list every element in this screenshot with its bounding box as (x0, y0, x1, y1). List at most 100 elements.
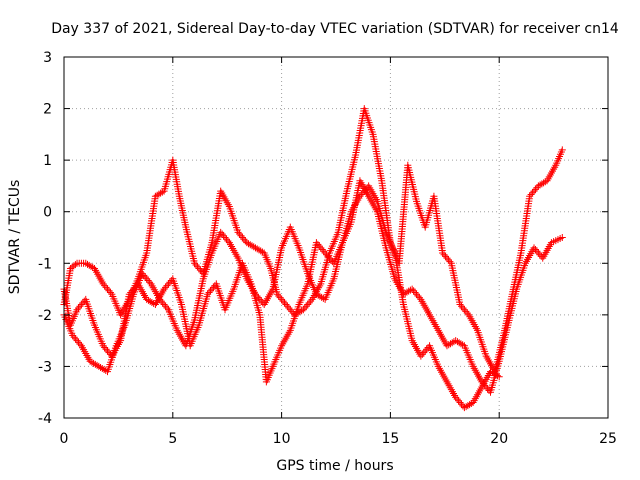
data-point (256, 295, 264, 303)
data-point (529, 189, 537, 197)
data-point (253, 292, 261, 300)
data-point (204, 290, 212, 298)
data-point (410, 287, 418, 295)
series-1 (60, 105, 566, 376)
data-point (75, 338, 83, 346)
data-point (73, 306, 81, 314)
data-point (278, 295, 286, 303)
data-point (160, 285, 168, 293)
data-point (251, 290, 259, 298)
x-tick-label: 5 (168, 431, 177, 447)
data-point (76, 340, 84, 348)
data-point (72, 335, 80, 343)
data-point (106, 289, 114, 297)
data-point (453, 395, 461, 403)
data-point (455, 397, 463, 405)
data-point (127, 289, 135, 297)
data-point (527, 191, 535, 199)
data-point (76, 302, 84, 310)
data-point (299, 306, 307, 314)
data-point (320, 247, 328, 255)
data-point (301, 304, 309, 312)
y-tick-label: -4 (38, 411, 52, 427)
data-point (283, 302, 291, 310)
data-point (312, 239, 320, 247)
data-point (418, 350, 426, 358)
data-point (71, 261, 79, 269)
data-point (236, 230, 244, 238)
data-point (462, 307, 470, 315)
x-tick-label: 25 (599, 431, 617, 447)
x-tick-label: 0 (60, 431, 69, 447)
axis-ticks: 0 5 10 15 20 25 -4 -3 -2 -1 0 1 2 3 (38, 50, 617, 447)
data-point (240, 235, 248, 243)
data-point (356, 192, 364, 200)
data-point (208, 285, 216, 293)
data-point (304, 301, 312, 309)
data-point (69, 331, 77, 339)
data-point (457, 302, 465, 310)
data-point (146, 278, 154, 286)
data-point (530, 244, 538, 252)
data-point (102, 283, 110, 291)
data-point (307, 297, 315, 305)
data-point (279, 297, 287, 305)
x-axis-label: GPS time / hours (276, 458, 393, 474)
y-tick-label: 1 (43, 153, 52, 169)
data-point (141, 273, 149, 281)
data-point (285, 304, 293, 312)
data-point (163, 282, 171, 290)
plot-area (60, 105, 566, 412)
data-point (220, 232, 228, 240)
data-point (327, 256, 335, 264)
data-point (209, 283, 217, 291)
data-point (217, 228, 225, 236)
data-point (162, 302, 170, 310)
data-point (558, 234, 566, 241)
data-point (411, 289, 419, 297)
data-point (357, 191, 365, 199)
data-point (238, 234, 246, 241)
data-point (144, 276, 152, 284)
data-point (104, 347, 112, 355)
data-point (558, 146, 566, 154)
data-point (286, 306, 294, 314)
data-point (140, 271, 148, 279)
data-point (162, 283, 170, 291)
data-point (143, 275, 151, 283)
data-point (456, 399, 464, 407)
data-point (421, 347, 429, 355)
data-point (79, 299, 87, 307)
y-tick-label: -2 (38, 308, 52, 324)
data-point (463, 309, 471, 317)
data-point (104, 285, 112, 293)
plot-frame (63, 56, 609, 419)
series-3 (60, 182, 503, 412)
data-point (221, 234, 229, 241)
x-tick-label: 15 (381, 431, 399, 447)
data-point (273, 290, 281, 298)
data-point (77, 301, 85, 309)
data-point (276, 294, 284, 302)
data-point (317, 244, 325, 252)
data-point (459, 304, 467, 312)
data-point (160, 301, 168, 309)
data-point (73, 337, 81, 345)
data-point (196, 266, 204, 274)
data-point (275, 292, 283, 300)
data-point (105, 287, 113, 295)
data-point (495, 373, 503, 381)
data-point (321, 249, 329, 257)
data-point (305, 299, 313, 307)
y-tick-label: 0 (43, 205, 52, 221)
data-point (415, 294, 423, 302)
data-point (75, 304, 83, 312)
y-tick-label: -1 (38, 256, 52, 272)
data-point (99, 280, 107, 288)
data-point (443, 254, 451, 262)
data-point (315, 242, 323, 250)
data-point (325, 254, 333, 262)
x-tick-label: 20 (490, 431, 508, 447)
data-point (102, 345, 110, 353)
data-point (323, 251, 331, 259)
